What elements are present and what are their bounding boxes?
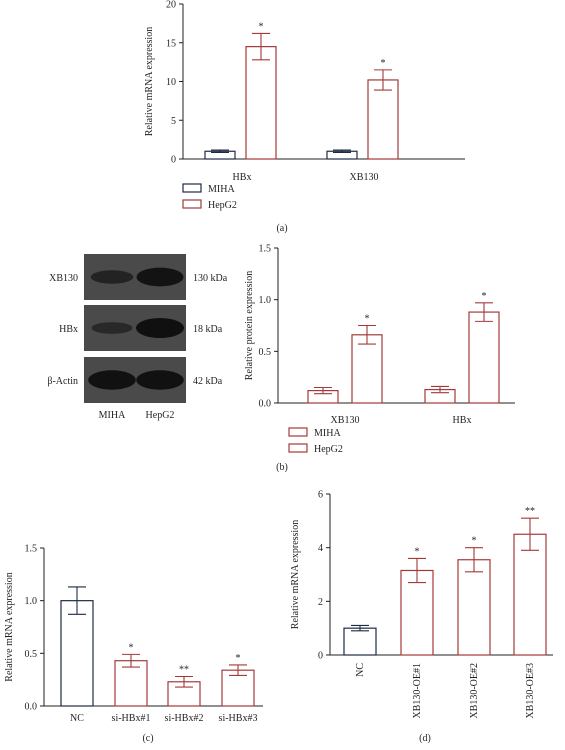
significance-marker: * (482, 291, 487, 302)
blot-row-label: HBx (59, 324, 78, 335)
significance-marker: * (415, 546, 420, 557)
bar (513, 533, 547, 656)
bar (400, 569, 434, 656)
blot-band (88, 370, 136, 390)
legend: MIHA HepG2 (182, 183, 237, 211)
y-tick-label: 20 (166, 0, 176, 11)
significance-marker: * (365, 314, 370, 325)
chart-c: 0.0 0.5 1.0 1.5 Relative mRNA expression NC * s… (4, 544, 263, 724)
panel-b-label: (b) (276, 462, 288, 473)
x-tick-label: XB130-OE#3 (525, 663, 536, 719)
bar-hepg2 (245, 46, 277, 160)
bar-hepg2 (468, 311, 500, 404)
bar (457, 559, 491, 656)
panel-a-label: (a) (276, 223, 287, 234)
x-tick-label: XB130-OE#2 (469, 663, 480, 719)
x-tick-label: si-HBx#1 (112, 713, 151, 724)
x-tick-label: si-HBx#3 (219, 713, 258, 724)
y-axis-label: Relative mRNA expression (290, 520, 301, 629)
panel-a: (a) (276, 223, 287, 234)
legend: MIHA HepG2 (288, 427, 343, 455)
blot-row-label: XB130 (49, 273, 78, 284)
bar (60, 600, 94, 707)
x-tick-label: XB130 (331, 415, 360, 426)
x-tick-label: NC (70, 713, 84, 724)
blot-size-label: 42 kDa (193, 376, 223, 387)
chart-d: 0 2 4 6 Relative mRNA expression NC * XB130-OE#… (290, 490, 553, 719)
significance-marker: * (472, 536, 477, 547)
x-tick-label: si-HBx#2 (165, 713, 204, 724)
y-tick-label: 1.5 (25, 544, 38, 555)
y-tick-label: 4 (318, 543, 323, 554)
blot-lane-label: MIHA (99, 410, 126, 421)
panel-c: (c) (142, 733, 153, 744)
y-tick-label: 1.0 (259, 295, 272, 306)
legend-label: MIHA (208, 184, 235, 195)
blot-band (136, 267, 184, 287)
legend-swatch (288, 427, 308, 437)
y-tick-label: 0.0 (259, 399, 272, 410)
y-axis-label: Relative protein expression (244, 271, 255, 380)
x-tick-label: NC (355, 663, 366, 677)
blot-lane-label: HepG2 (146, 410, 175, 421)
bar (343, 627, 377, 656)
legend-swatch (182, 199, 202, 209)
blot-size-label: 18 kDa (193, 324, 223, 335)
significance-marker: * (129, 642, 134, 653)
y-tick-label: 15 (166, 38, 176, 49)
panel-d: (d) (419, 733, 431, 744)
y-tick-label: 2 (318, 597, 323, 608)
panel-d-label: (d) (419, 733, 431, 744)
y-tick-label: 0.0 (25, 702, 38, 713)
blot-band (91, 322, 133, 334)
significance-marker: * (259, 21, 264, 32)
significance-marker: ** (525, 506, 535, 517)
chart-a: 0 5 10 15 20 Relative mRNA expression * HBx * XB1… (144, 0, 465, 211)
blot-size-label: 130 kDa (193, 273, 228, 284)
chart-b: 0.0 0.5 1.0 1.5 Relative protein expression *… (244, 244, 515, 455)
bar (221, 669, 255, 707)
bar-hepg2 (367, 79, 399, 160)
y-tick-label: 0 (171, 155, 176, 166)
legend-swatch (288, 443, 308, 453)
y-tick-label: 0.5 (25, 649, 38, 660)
panel-b: (b) (276, 462, 288, 473)
blot-band (136, 318, 184, 338)
x-tick-label: HBx (233, 172, 252, 183)
x-tick-label: XB130-OE#1 (412, 663, 423, 719)
y-axis-label: Relative mRNA expression (4, 572, 15, 681)
y-tick-label: 10 (166, 77, 176, 88)
significance-marker: * (381, 58, 386, 69)
bar (114, 660, 148, 707)
x-tick-label: XB130 (350, 172, 379, 183)
y-tick-label: 0 (318, 651, 323, 662)
bar-hepg2 (351, 334, 383, 404)
significance-marker: ** (179, 665, 189, 676)
legend-label: HepG2 (314, 444, 343, 455)
y-axis-label: Relative mRNA expression (144, 27, 155, 136)
y-tick-label: 5 (171, 116, 176, 127)
y-tick-label: 0.5 (259, 347, 272, 358)
y-tick-label: 1.5 (259, 244, 272, 255)
panel-c-label: (c) (142, 733, 153, 744)
legend-label: MIHA (314, 428, 341, 439)
blot-band (136, 370, 184, 390)
y-tick-label: 6 (318, 490, 323, 501)
blot-row-label: β-Actin (47, 376, 78, 387)
blot-band (90, 270, 134, 284)
y-tick-label: 1.0 (25, 596, 38, 607)
x-tick-label: HBx (453, 415, 472, 426)
western-blot: XB130 130 kDa HBx 18 kDa β-Actin 42 kDa MIHA He… (47, 254, 228, 421)
significance-marker: * (236, 653, 241, 664)
legend-label: HepG2 (208, 200, 237, 211)
legend-swatch (182, 183, 202, 193)
